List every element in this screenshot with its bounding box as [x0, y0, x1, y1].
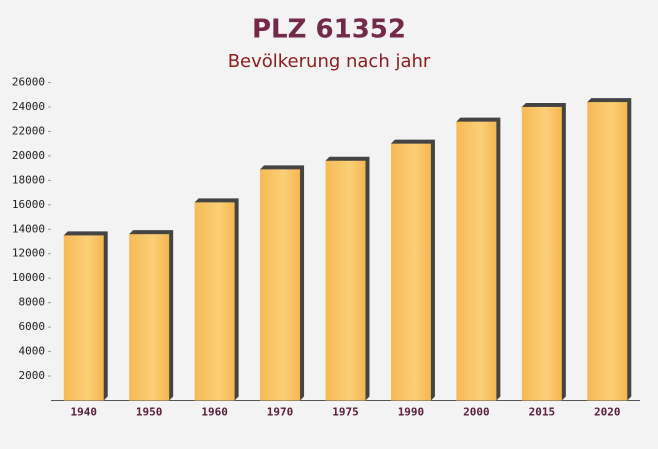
y-tick-label: 26000 [12, 76, 45, 89]
bar [521, 106, 562, 401]
bar [194, 202, 235, 401]
chart-subtitle: Bevölkerung nach jahr [228, 51, 431, 72]
y-tick-label: 14000 [12, 222, 45, 235]
x-tick-label: 1990 [398, 406, 425, 419]
bar [63, 235, 104, 401]
bar [129, 234, 170, 401]
bar [325, 160, 366, 401]
x-tick-label: 1970 [267, 406, 294, 419]
x-tick-label: 1950 [136, 406, 163, 419]
bar [587, 102, 628, 401]
chart-title: PLZ 61352 [252, 15, 406, 45]
y-tick-label: 24000 [12, 100, 45, 113]
y-tick-label: 4000 [19, 345, 46, 358]
x-tick-label: 1960 [201, 406, 228, 419]
x-tick-label: 1975 [332, 406, 359, 419]
x-tick-label: 2020 [594, 406, 621, 419]
y-tick-label: 6000 [19, 320, 46, 333]
x-tick-label: 1940 [70, 406, 97, 419]
y-tick-label: 20000 [12, 149, 45, 162]
bar [260, 169, 301, 401]
bar [390, 143, 431, 401]
y-tick-label: 10000 [12, 271, 45, 284]
bar [456, 121, 497, 401]
y-tick-label: 8000 [19, 296, 46, 309]
y-tick-label: 22000 [12, 124, 45, 137]
y-tick-label: 18000 [12, 173, 45, 186]
x-tick-label: 2015 [529, 406, 556, 419]
y-tick-label: 2000 [19, 369, 46, 382]
x-tick-label: 2000 [463, 406, 490, 419]
y-tick-label: 16000 [12, 198, 45, 211]
y-tick-label: 12000 [12, 247, 45, 260]
